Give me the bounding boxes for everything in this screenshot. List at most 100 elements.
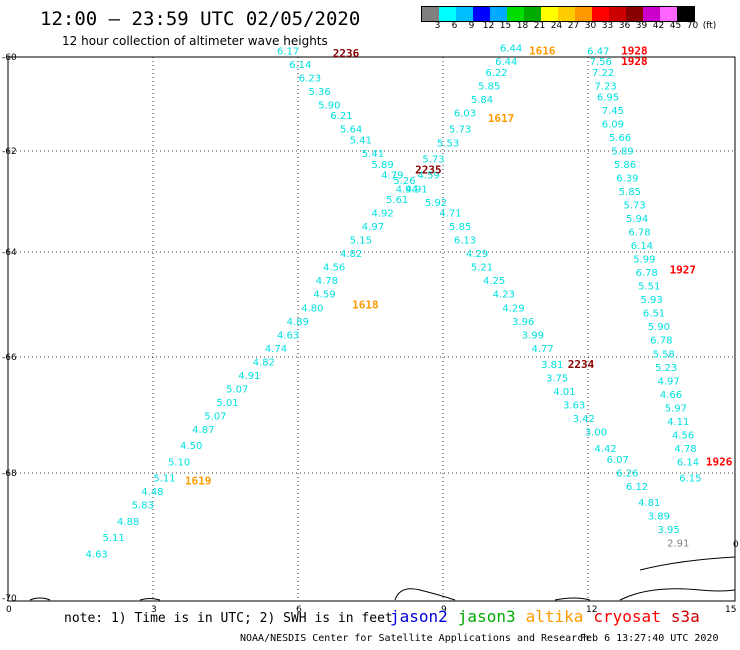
swh-value: 4.82 <box>253 357 275 368</box>
color-scale-label: 45 <box>669 21 682 31</box>
swh-value: 7.23 <box>594 81 616 92</box>
swh-value: 4.89 <box>287 317 309 328</box>
pass-label: 1926 <box>706 455 733 468</box>
x-tick-label: 0 <box>6 605 12 615</box>
swh-value: 3.89 <box>648 512 670 523</box>
swh-value: 5.15 <box>350 236 372 247</box>
swh-value: 4.71 <box>439 209 461 220</box>
swh-value: 4.77 <box>531 344 553 355</box>
satellite-legend: jason2 jason3 altika cryosat s3a <box>390 607 710 626</box>
swh-value: 6.95 <box>597 92 619 103</box>
swh-value: 5.26 <box>393 176 415 187</box>
swh-value: 6.78 <box>628 228 650 239</box>
color-scale-label: (ft) <box>702 21 717 31</box>
swh-value: 4.97 <box>362 222 384 233</box>
swh-value: 5.83 <box>132 501 154 512</box>
color-swatch <box>558 7 575 21</box>
color-scale-label: 30 <box>584 21 597 31</box>
swh-value: 6.09 <box>602 119 624 130</box>
y-tick-label: -68 <box>2 469 17 479</box>
swh-value: 4.78 <box>316 276 338 287</box>
swh-value: 4.91 <box>405 184 427 195</box>
swh-value: 4.56 <box>672 430 694 441</box>
swh-value: 4.92 <box>372 209 394 220</box>
color-swatch <box>456 7 473 21</box>
y-tick-label: -70 <box>2 594 17 604</box>
swh-value: 3.00 <box>585 428 607 439</box>
swh-value: 4.63 <box>86 549 108 560</box>
swh-value: 4.59 <box>313 290 335 301</box>
swh-value: 6.78 <box>636 268 658 279</box>
swh-value: 5.86 <box>614 160 636 171</box>
color-swatch <box>626 7 643 21</box>
pass-label: 1618 <box>352 299 379 312</box>
legend-entry-altika: altika <box>525 607 584 626</box>
swh-value: 3.95 <box>657 525 679 536</box>
color-scale-label: 12 <box>482 21 495 31</box>
swh-value: 4.82 <box>340 249 362 260</box>
pass-label: 2234 <box>568 358 595 371</box>
swh-value: 4.29 <box>466 249 488 260</box>
swh-value: 5.10 <box>168 457 190 468</box>
pass-label: 1619 <box>185 474 212 487</box>
swh-value: 5.89 <box>372 160 394 171</box>
swh-value: 5.64 <box>340 125 362 136</box>
swh-value: 4.25 <box>483 276 505 287</box>
swh-value: 6.78 <box>650 336 672 347</box>
legend-entry-s3a: s3a <box>670 607 700 626</box>
swh-value: 3.75 <box>546 374 568 385</box>
swh-value: 4.50 <box>180 441 202 452</box>
swh-value: 6.14 <box>677 457 699 468</box>
coastline <box>29 556 736 601</box>
swh-value: 4.48 <box>141 487 163 498</box>
swh-value: 4.79 <box>381 171 403 182</box>
color-scale-bar <box>421 6 695 22</box>
color-swatch <box>609 7 626 21</box>
swh-value: 5.85 <box>478 81 500 92</box>
x-tick-label: 15 <box>725 605 736 615</box>
color-scale-label: 3 <box>434 21 441 31</box>
swh-value: 5.41 <box>362 149 384 160</box>
x-tick-label: 9 <box>441 605 447 615</box>
swh-value: 5.07 <box>204 411 226 422</box>
swh-value: 4.97 <box>657 376 679 387</box>
swh-value: 4.66 <box>660 390 682 401</box>
swh-value: 4.94 <box>396 184 418 195</box>
swh-value: 5.85 <box>449 222 471 233</box>
color-scale-label: 9 <box>468 21 475 31</box>
color-scale-label: 18 <box>516 21 529 31</box>
swh-value: 5.94 <box>626 214 648 225</box>
pass-label: 2236 <box>333 47 360 60</box>
color-swatch <box>524 7 541 21</box>
color-scale-label: 33 <box>601 21 614 31</box>
color-swatch <box>439 7 456 21</box>
swh-value: 4.91 <box>238 371 260 382</box>
swh-value: 4.11 <box>667 417 689 428</box>
swh-value: 7.45 <box>602 106 624 117</box>
swh-value: 5.84 <box>471 95 493 106</box>
pass-label: 1616 <box>529 44 556 57</box>
swh-value: 4.01 <box>553 387 575 398</box>
swh-value: 4.78 <box>674 444 696 455</box>
swh-value: 4.29 <box>502 303 524 314</box>
swh-value: 4.23 <box>493 290 515 301</box>
swh-value: 4.56 <box>323 263 345 274</box>
swh-value: 6.07 <box>607 455 629 466</box>
color-scale-label: 21 <box>533 21 546 31</box>
generated-timestamp: Feb 6 13:27:40 UTC 2020 <box>580 633 719 644</box>
plot-frame <box>7 56 736 602</box>
color-scale-label: 36 <box>618 21 631 31</box>
pass-label: 1927 <box>670 263 697 276</box>
footnote: note: 1) Time is in UTC; 2) SWH is in fe… <box>64 611 393 626</box>
swh-value: 3.42 <box>573 414 595 425</box>
edge-label: 0 <box>733 540 739 550</box>
swh-value: 5.99 <box>633 255 655 266</box>
legend-entry-jason3: jason3 <box>457 607 516 626</box>
swh-value: 4.88 <box>117 517 139 528</box>
swh-value: 6.15 <box>679 474 701 485</box>
x-tick-label: 3 <box>151 605 157 615</box>
swh-value: 6.14 <box>289 60 311 71</box>
swh-value: 6.17 <box>277 46 299 57</box>
